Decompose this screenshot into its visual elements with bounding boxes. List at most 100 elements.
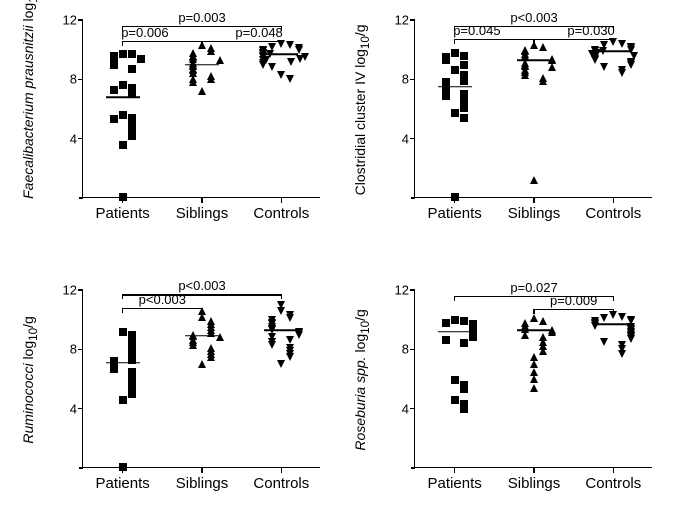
xtick-label: Controls [585, 475, 641, 492]
data-point [268, 336, 276, 354]
data-point [627, 330, 635, 348]
data-point [530, 171, 538, 189]
data-point [451, 44, 459, 62]
data-point [207, 42, 215, 60]
plot-area: 4812PatientsSiblingsControlsp<0.003p<0.0… [82, 290, 320, 468]
data-point [618, 64, 626, 82]
data-point [539, 72, 547, 90]
ytick-label: 12 [57, 283, 77, 298]
data-point [627, 56, 635, 74]
median-line [517, 329, 551, 331]
data-point [460, 334, 468, 352]
xtick-label: Controls [253, 475, 309, 492]
data-point [460, 109, 468, 127]
data-point [119, 458, 127, 476]
data-point [216, 51, 224, 69]
median-line [106, 96, 140, 98]
data-point [296, 50, 304, 68]
median-line [264, 53, 298, 55]
ytick-label: 8 [389, 72, 409, 87]
data-point [521, 66, 529, 84]
data-point [539, 312, 547, 330]
xtick-label: Patients [428, 475, 482, 492]
data-point [277, 302, 285, 320]
data-point [451, 104, 459, 122]
data-point [442, 51, 450, 69]
median-line [185, 335, 219, 337]
data-point [128, 127, 136, 145]
data-point [591, 317, 599, 335]
data-point [119, 45, 127, 63]
data-point [137, 50, 145, 68]
xtick-label: Patients [96, 475, 150, 492]
data-point [198, 355, 206, 373]
ytick-label: 4 [389, 401, 409, 416]
plot-area: 4812PatientsSiblingsControlsp=0.009p=0.0… [414, 290, 652, 468]
data-point [442, 87, 450, 105]
data-point [600, 58, 608, 76]
data-point [119, 136, 127, 154]
ytick-label: 8 [389, 342, 409, 357]
data-point [216, 328, 224, 346]
xtick-label: Controls [253, 205, 309, 222]
data-point [295, 326, 303, 344]
median-line [517, 59, 551, 61]
data-point [189, 336, 197, 354]
ylabel: Roseburia spp. log10/g [352, 291, 372, 469]
ytick-label: 4 [389, 131, 409, 146]
data-point [189, 73, 197, 91]
xtick-label: Patients [96, 205, 150, 222]
data-point [618, 345, 626, 363]
data-point [277, 66, 285, 84]
data-point [287, 53, 295, 71]
significance-label: p=0.003 [178, 10, 225, 25]
median-line [438, 86, 472, 88]
median-line [106, 362, 140, 364]
data-point [268, 58, 276, 76]
data-point [451, 391, 459, 409]
data-point [207, 348, 215, 366]
data-point [451, 61, 459, 79]
panel-rose: Roseburia spp. log10/g4812PatientsSiblin… [392, 282, 670, 514]
data-point [110, 110, 118, 128]
data-point [198, 82, 206, 100]
xtick-label: Siblings [176, 475, 229, 492]
data-point [286, 70, 294, 88]
median-line [596, 50, 630, 52]
median-line [438, 331, 472, 333]
panel-rum: Ruminococci log10/g4812PatientsSiblingsC… [60, 282, 338, 514]
ylabel: Clostridial cluster IV log10/g [352, 21, 372, 199]
plot-area: 4812PatientsSiblingsControlsp=0.006p=0.0… [82, 20, 320, 198]
data-point [460, 400, 468, 418]
data-point [128, 60, 136, 78]
xtick-label: Siblings [508, 205, 561, 222]
figure-root: Faecalibacterium prausnitzii log10/g4812… [0, 0, 700, 529]
data-point [119, 391, 127, 409]
xtick-label: Siblings [508, 475, 561, 492]
ytick-label: 12 [57, 13, 77, 28]
data-point [119, 188, 127, 206]
median-line [596, 323, 630, 325]
significance-label: p<0.003 [510, 10, 557, 25]
xtick-label: Controls [585, 205, 641, 222]
data-point [442, 314, 450, 332]
significance-label: p=0.027 [510, 280, 557, 295]
data-point [451, 371, 459, 389]
data-point [128, 85, 136, 103]
ytick-label: 4 [57, 401, 77, 416]
data-point [286, 36, 294, 54]
data-point [119, 323, 127, 341]
xtick-label: Patients [428, 205, 482, 222]
data-point [521, 326, 529, 344]
data-point [277, 355, 285, 373]
data-point [207, 70, 215, 88]
ytick-label: 4 [57, 131, 77, 146]
data-point [259, 56, 267, 74]
median-line [264, 329, 298, 331]
plot-area: 4812PatientsSiblingsControlsp=0.045p=0.0… [414, 20, 652, 198]
data-point [539, 342, 547, 360]
ylabel: Ruminococci log10/g [20, 291, 40, 469]
data-point [119, 106, 127, 124]
data-point [442, 331, 450, 349]
ytick-label: 8 [57, 72, 77, 87]
